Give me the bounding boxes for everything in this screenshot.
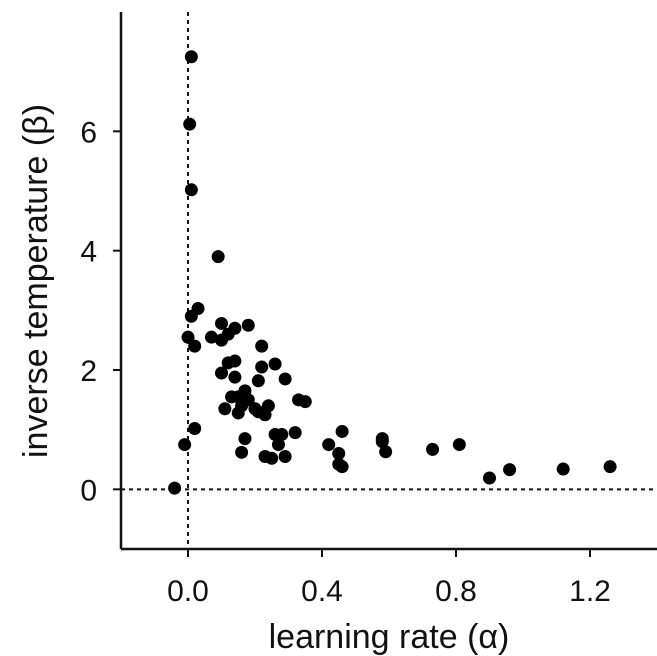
scatter-point <box>184 183 198 197</box>
scatter-point <box>188 421 202 435</box>
scatter-point <box>188 339 202 353</box>
y-tick-label: 4 <box>80 236 97 269</box>
scatter-point <box>265 451 279 465</box>
scatter-point <box>335 460 349 474</box>
reference-lines <box>121 12 657 549</box>
scatter-point <box>503 463 517 477</box>
scatter-point <box>228 370 242 384</box>
scatter-point <box>271 438 285 452</box>
scatter-point <box>298 395 312 409</box>
x-tick-label: 0.8 <box>435 575 477 608</box>
axes <box>119 12 657 551</box>
scatter-point <box>251 374 265 388</box>
scatter-point <box>251 405 265 419</box>
data-points <box>168 50 617 495</box>
scatter-point <box>375 435 389 449</box>
scatter-point <box>255 339 269 353</box>
scatter-point <box>181 330 195 344</box>
scatter-point <box>483 471 496 485</box>
scatter-point <box>275 427 289 441</box>
scatter-point <box>231 406 245 420</box>
scatter-point <box>556 462 570 476</box>
y-tick-label: 0 <box>80 474 97 507</box>
scatter-point <box>225 390 239 404</box>
y-tick-label: 6 <box>80 116 97 149</box>
y-ticks: 0 2 4 6 <box>80 116 121 507</box>
scatter-point <box>184 50 198 64</box>
scatter-point <box>332 447 346 461</box>
scatter-point <box>228 321 242 335</box>
scatter-point <box>278 372 292 386</box>
scatter-point <box>235 445 249 459</box>
x-tick-label: 1.2 <box>569 575 611 608</box>
scatter-point <box>211 250 225 264</box>
scatter-point <box>255 360 269 374</box>
scatter-point <box>268 357 282 371</box>
scatter-point <box>228 354 242 368</box>
scatter-point <box>184 309 198 323</box>
scatter-point <box>238 432 252 446</box>
x-axis-title: learning rate (α) <box>269 618 510 656</box>
scatter-point <box>452 438 466 452</box>
scatter-point <box>215 316 228 330</box>
y-tick-label: 2 <box>80 355 97 388</box>
scatter-point <box>426 442 440 456</box>
scatter-point <box>335 424 349 438</box>
scatter-point <box>218 402 232 416</box>
scatter-point <box>278 450 292 464</box>
x-ticks: 0.0 0.4 0.8 1.2 <box>167 549 611 608</box>
x-tick-label: 0.0 <box>167 575 209 608</box>
scatter-point <box>168 481 182 495</box>
x-tick-label: 0.4 <box>301 575 343 608</box>
y-axis-title: inverse temperature (β) <box>17 104 55 458</box>
scatter-point <box>178 438 192 452</box>
scatter-point <box>241 318 255 332</box>
scatter-point <box>215 366 228 380</box>
scatter-point <box>603 460 617 474</box>
scatter-point <box>183 117 197 131</box>
scatter-point <box>379 445 393 459</box>
scatter-point <box>288 426 302 440</box>
scatter-point <box>322 438 336 452</box>
scatter-point <box>241 393 255 407</box>
scatter-point <box>204 330 218 344</box>
